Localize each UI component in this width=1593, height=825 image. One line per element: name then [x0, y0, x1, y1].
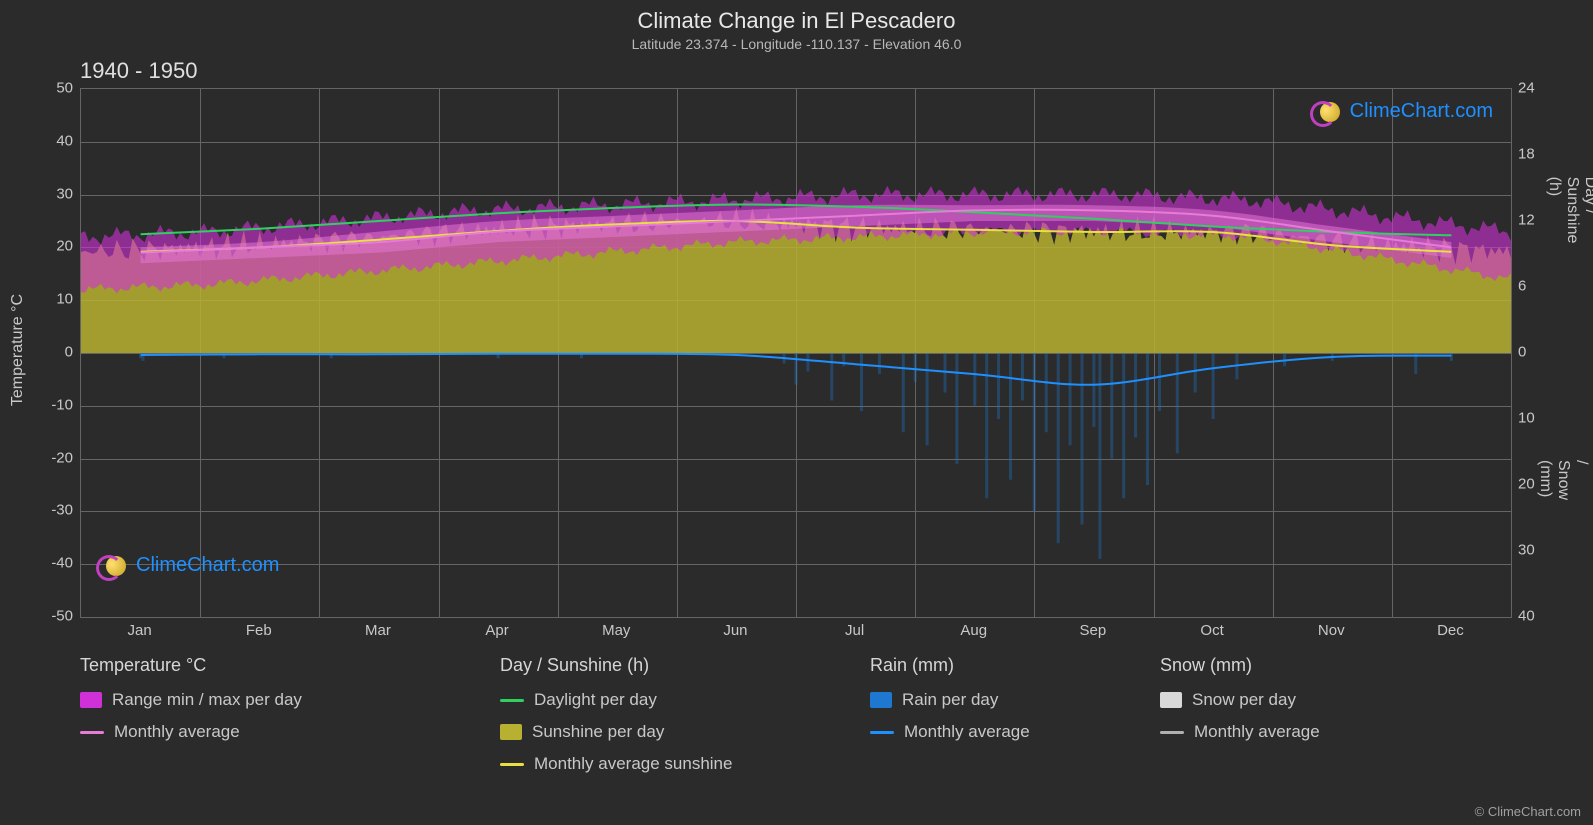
ytick-right: 12 [1518, 212, 1558, 229]
ytick-left: 40 [33, 132, 73, 149]
brand-logo-top: ClimeChart.com [1310, 100, 1493, 123]
ytick-right: 20 [1518, 476, 1558, 493]
legend-label: Snow per day [1192, 690, 1296, 710]
legend-label: Sunshine per day [532, 722, 664, 742]
legend-item-rain-avg: Monthly average [870, 722, 1160, 742]
swatch-daylight [500, 699, 524, 702]
y-axis-left-label: Temperature °C [9, 294, 27, 406]
xtick-month: Mar [348, 622, 408, 639]
legend-item-snow-avg: Monthly average [1160, 722, 1450, 742]
swatch-temp-avg [80, 731, 104, 734]
ytick-left: 20 [33, 238, 73, 255]
legend-label: Monthly average sunshine [534, 754, 732, 774]
legend-label: Monthly average [904, 722, 1030, 742]
legend-label: Monthly average [1194, 722, 1320, 742]
xtick-month: Feb [229, 622, 289, 639]
legend-item-temp-avg: Monthly average [80, 722, 500, 742]
legend-item-rain-day: Rain per day [870, 690, 1160, 710]
legend-col-day: Day / Sunshine (h) Daylight per day Suns… [500, 655, 870, 774]
ytick-right: 18 [1518, 146, 1558, 163]
xtick-month: Jun [705, 622, 765, 639]
ytick-left: 0 [33, 344, 73, 361]
xtick-month: Jul [825, 622, 885, 639]
xtick-month: Aug [944, 622, 1004, 639]
ytick-right: 24 [1518, 80, 1558, 97]
xtick-month: Sep [1063, 622, 1123, 639]
ytick-left: -10 [33, 396, 73, 413]
ytick-right: 30 [1518, 542, 1558, 559]
xtick-month: Jan [110, 622, 170, 639]
logo-icon [96, 555, 130, 577]
ytick-left: -50 [33, 608, 73, 625]
legend-item-daylight: Daylight per day [500, 690, 870, 710]
swatch-temp-range [80, 692, 102, 708]
legend-header-temperature: Temperature °C [80, 655, 500, 676]
copyright: © ClimeChart.com [1475, 804, 1581, 819]
logo-icon [1310, 101, 1344, 123]
y-axis-right-top-label: Day / Sunshine (h) [1545, 177, 1593, 244]
swatch-snow-avg [1160, 731, 1184, 734]
brand-text: ClimeChart.com [136, 554, 279, 577]
legend-col-rain: Rain (mm) Rain per day Monthly average [870, 655, 1160, 774]
xtick-month: Nov [1301, 622, 1361, 639]
legend-col-snow: Snow (mm) Snow per day Monthly average [1160, 655, 1450, 774]
legend-label: Range min / max per day [112, 690, 302, 710]
legend-label: Monthly average [114, 722, 240, 742]
legend-item-snow-day: Snow per day [1160, 690, 1450, 710]
ytick-left: 10 [33, 291, 73, 308]
legend-col-temperature: Temperature °C Range min / max per day M… [80, 655, 500, 774]
ytick-left: -20 [33, 449, 73, 466]
swatch-rain-avg [870, 731, 894, 734]
legend-header-snow: Snow (mm) [1160, 655, 1450, 676]
legend-item-temp-range: Range min / max per day [80, 690, 500, 710]
legend-header-rain: Rain (mm) [870, 655, 1160, 676]
legend-item-sunshine-avg: Monthly average sunshine [500, 754, 870, 774]
ytick-right: 6 [1518, 278, 1558, 295]
brand-text: ClimeChart.com [1350, 100, 1493, 123]
brand-logo-bottom: ClimeChart.com [96, 554, 279, 577]
ytick-left: 30 [33, 185, 73, 202]
chart-title: Climate Change in El Pescadero [0, 8, 1593, 34]
swatch-sunshine [500, 724, 522, 740]
swatch-rain [870, 692, 892, 708]
xtick-month: Dec [1420, 622, 1480, 639]
ytick-left: -40 [33, 555, 73, 572]
legend-label: Daylight per day [534, 690, 657, 710]
ytick-right: 0 [1518, 344, 1558, 361]
xtick-month: May [586, 622, 646, 639]
legend-header-day: Day / Sunshine (h) [500, 655, 870, 676]
swatch-snow [1160, 692, 1182, 708]
swatch-sunshine-avg [500, 763, 524, 766]
ytick-left: 50 [33, 80, 73, 97]
legend-label: Rain per day [902, 690, 998, 710]
ytick-left: -30 [33, 502, 73, 519]
xtick-month: Apr [467, 622, 527, 639]
chart-subtitle: Latitude 23.374 - Longitude -110.137 - E… [0, 36, 1593, 52]
ytick-right: 40 [1518, 608, 1558, 625]
legend-item-sunshine: Sunshine per day [500, 722, 870, 742]
legend: Temperature °C Range min / max per day M… [80, 655, 1563, 774]
ytick-right: 10 [1518, 410, 1558, 427]
xtick-month: Oct [1182, 622, 1242, 639]
plot-area [80, 88, 1512, 618]
period-range-label: 1940 - 1950 [80, 58, 197, 84]
